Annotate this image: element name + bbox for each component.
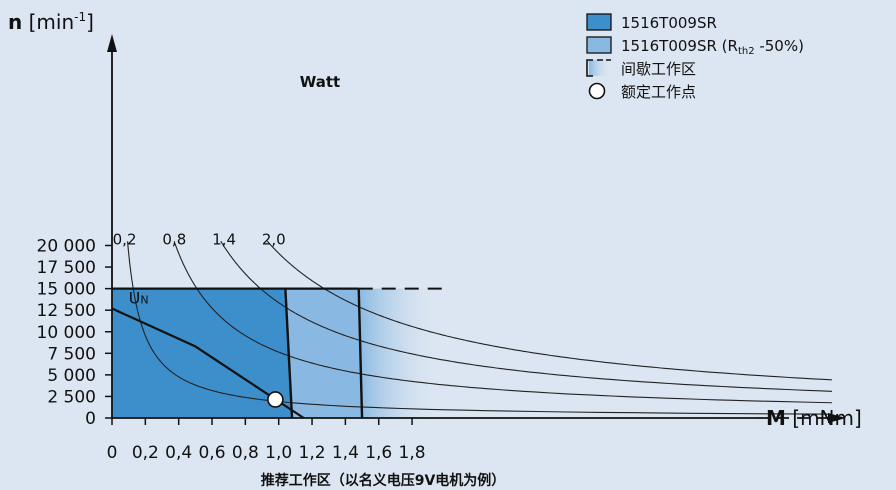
power-curve — [220, 240, 832, 392]
continuous-region — [112, 288, 292, 418]
torque-limit-line — [357, 288, 364, 419]
legend-swatch — [586, 36, 612, 54]
y-tick-label: 12 500 — [37, 301, 96, 321]
power-curves-title: Watt — [300, 73, 340, 91]
legend-label: 间歇工作区 — [621, 60, 696, 78]
region-boundaries — [111, 287, 443, 419]
x-tick-label: 1,8 — [399, 443, 426, 463]
legend-label: 1516T009SR — [621, 14, 717, 32]
legend-item: 间歇工作区 — [586, 59, 696, 78]
power-curve-label: 2,0 — [262, 230, 286, 248]
x-tick-label: 0 — [107, 443, 118, 463]
legend: 1516T009SR 1516T009SR (Rth2 -50%) 间歇工作区额定工… — [586, 13, 804, 101]
power-curve-label: 0,8 — [162, 230, 186, 248]
characteristic-label: UN — [129, 288, 149, 307]
x-tick-label: 0,6 — [198, 443, 225, 463]
intermittent-region — [358, 288, 443, 418]
legend-item: 1516T009SR — [586, 13, 717, 32]
x-axis-arrow-icon — [828, 413, 846, 423]
operating-point — [267, 391, 284, 408]
characteristic-label-sub: N — [140, 293, 148, 306]
x-axis-title: M [mNm] — [766, 406, 862, 430]
legend-label: 1516T009SR (Rth2 -50%) — [621, 37, 804, 57]
legend-swatch — [586, 13, 612, 31]
y-tick-label: 0 — [85, 409, 96, 429]
legend-bracket-icon — [586, 59, 593, 77]
chart-labels: 0,2 0,8 1,4 2,0 UN Watt 推荐工作区（以名义电压9V电机为例） — [113, 73, 506, 489]
power-curve-label: 1,4 — [212, 230, 236, 248]
legend-item: 额定工作点 — [588, 82, 696, 101]
x-tick-label: 1,6 — [365, 443, 392, 463]
power-curve — [173, 240, 832, 404]
y-axis-symbol: n — [8, 10, 22, 34]
y-tick-label: 2 500 — [47, 387, 96, 407]
y-tick-label: 10 000 — [37, 323, 96, 343]
y-axis-title: n [min-1] — [8, 10, 94, 34]
y-tick-label: 5 000 — [47, 366, 96, 386]
x-tick-label: 0,2 — [132, 443, 159, 463]
power-curve — [266, 240, 832, 381]
legend-swatch — [589, 60, 611, 76]
y-axis-unit: [min — [22, 10, 74, 34]
legend-marker — [588, 82, 606, 100]
characteristic-line — [111, 307, 305, 419]
y-axis-arrow-icon — [107, 34, 117, 52]
x-axis-unit: [mNm] — [786, 406, 862, 430]
x-tick-label: 1,2 — [299, 443, 326, 463]
footnote: 推荐工作区（以名义电压9V电机为例） — [261, 472, 506, 489]
x-axis-symbol: M — [766, 406, 786, 430]
operating-regions — [112, 288, 443, 418]
legend-item: 1516T009SR (Rth2 -50%) — [586, 36, 804, 57]
y-axis-unit-sup: -1 — [74, 10, 86, 24]
x-tick-label: 0,4 — [165, 443, 192, 463]
y-tick-label: 7 500 — [47, 344, 96, 364]
y-tick-label: 15 000 — [37, 280, 96, 300]
legend-label: 额定工作点 — [621, 83, 696, 101]
power-curve-label: 0,2 — [113, 230, 137, 248]
y-tick-label: 17 500 — [37, 258, 96, 278]
legend-label-sub: th2 — [738, 46, 755, 57]
legend-label-suffix: -50%) — [755, 37, 804, 55]
power-curves — [126, 240, 832, 415]
x-tick-label: 1,0 — [265, 443, 292, 463]
torque-limit-line — [284, 288, 294, 419]
y-tick-label: 20 000 — [37, 237, 96, 257]
extended-region — [285, 288, 362, 418]
x-tick-label: 1,4 — [332, 443, 359, 463]
x-tick-label: 0,8 — [232, 443, 259, 463]
y-axis-unit-end: ] — [86, 10, 94, 34]
power-curve — [126, 241, 832, 415]
